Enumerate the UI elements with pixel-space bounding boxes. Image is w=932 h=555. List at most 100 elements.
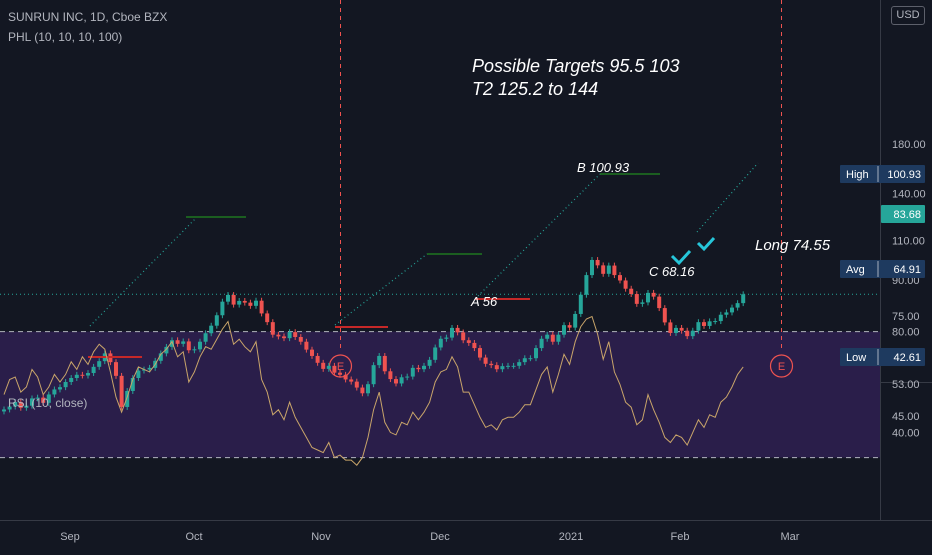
candle-body: [119, 375, 124, 407]
candle-body: [634, 294, 639, 304]
candle-body: [606, 265, 611, 274]
candle-body: [354, 381, 359, 388]
candle-body: [629, 288, 634, 295]
candle-body: [730, 307, 734, 313]
candle-body: [114, 362, 118, 376]
candle-body: [545, 334, 550, 339]
candle-body: [321, 362, 326, 369]
time-tick-label: Mar: [781, 531, 800, 543]
candle-body: [310, 349, 314, 356]
candle-body: [231, 294, 236, 305]
candle-body: [86, 373, 90, 376]
candle-body: [360, 387, 365, 394]
candle-body: [662, 308, 667, 323]
candle-body: [422, 365, 426, 370]
candle-body: [455, 327, 460, 333]
time-tick-label: Sep: [60, 531, 80, 543]
price-tick-label: 75.00: [892, 311, 920, 323]
trend-line: [334, 253, 428, 326]
candle-body: [410, 367, 415, 377]
candle-body: [601, 265, 606, 274]
candle-body: [466, 340, 471, 343]
point-a-label: A 56: [470, 294, 498, 309]
price-tag-label: Low: [846, 352, 866, 364]
candle-body: [657, 296, 662, 309]
candle-body: [41, 397, 46, 403]
candle-body: [343, 374, 348, 380]
indicator-label[interactable]: PHL (10, 10, 10, 100): [8, 30, 123, 44]
candle-body: [91, 366, 96, 374]
price-tick-label: 45.00: [892, 411, 920, 423]
candle-body: [741, 294, 746, 304]
candle-body: [58, 387, 62, 390]
candle-body: [494, 365, 499, 370]
candle-body: [52, 389, 57, 395]
candle-body: [315, 355, 320, 363]
candle-body: [181, 341, 186, 344]
candle-body: [489, 363, 494, 366]
candle-body: [478, 348, 482, 358]
price-tag-label: Avg: [846, 264, 865, 276]
candle-body: [136, 370, 141, 378]
candle-body: [724, 312, 729, 315]
candle-body: [382, 355, 387, 372]
earnings-marker-label: E: [778, 361, 785, 373]
candle-body: [259, 300, 264, 314]
candle-body: [522, 358, 527, 363]
candle-body: [220, 301, 225, 316]
candle-body: [399, 377, 404, 384]
candle-body: [226, 294, 230, 302]
candle-body: [713, 321, 718, 323]
time-tick-label: 2021: [559, 531, 583, 543]
symbol-title[interactable]: SUNRUN INC, 1D, Cboe BZX: [8, 10, 168, 24]
candle-body: [388, 371, 393, 380]
candle-body: [338, 372, 342, 375]
candle-body: [707, 321, 712, 326]
candle-body: [192, 349, 197, 351]
candle-body: [567, 325, 572, 328]
currency-button[interactable]: USD: [891, 6, 925, 25]
rsi-band: [0, 331, 880, 458]
candle-body: [528, 358, 533, 360]
trend-line: [696, 162, 759, 233]
long-annotation: Long 74.55: [755, 237, 831, 254]
price-tag-value: 83.68: [893, 209, 921, 221]
price-tag: [840, 165, 925, 183]
candle-body: [304, 341, 309, 350]
candle-body: [125, 390, 130, 407]
candle-body: [735, 303, 740, 308]
candle-body: [265, 313, 270, 323]
candle-body: [539, 338, 544, 349]
candle-body: [668, 322, 673, 333]
candle-body: [377, 355, 382, 366]
candle-body: [674, 327, 678, 333]
candle-body: [35, 397, 40, 399]
candle-body: [254, 300, 258, 306]
candle-body: [394, 379, 398, 384]
time-tick-label: Feb: [671, 531, 690, 543]
candle-body: [209, 325, 214, 334]
price-tag: [881, 205, 925, 223]
candle-body: [142, 369, 146, 371]
candle-body: [696, 322, 701, 331]
candle-body: [702, 322, 706, 326]
candle-body: [562, 325, 566, 335]
candle-body: [427, 359, 432, 366]
candle-body: [326, 365, 331, 369]
candle-body: [472, 342, 477, 349]
candle-body: [371, 365, 376, 385]
candle-body: [646, 292, 650, 303]
point-b-label: B 100.93: [577, 160, 630, 175]
rsi-label[interactable]: RSI (10, close): [8, 396, 88, 410]
candle-body: [595, 259, 600, 266]
candle-body: [214, 315, 219, 326]
candle-body: [640, 302, 645, 304]
rsi-line: [3, 315, 744, 466]
candle-body: [612, 265, 617, 276]
rsi-tick-label: 40.00: [892, 427, 920, 439]
candle-body: [46, 394, 51, 403]
candle-body: [13, 402, 18, 407]
candle-body: [24, 405, 29, 408]
